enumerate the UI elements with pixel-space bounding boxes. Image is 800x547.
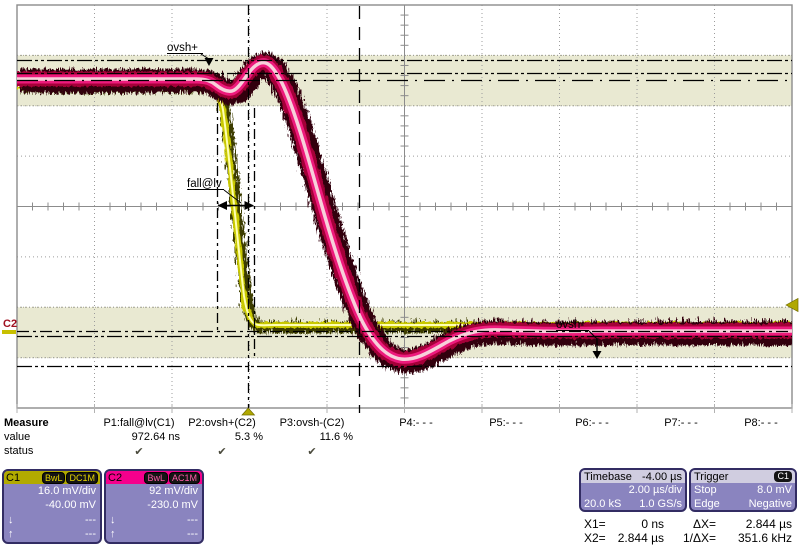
c1-scale: 16.0 mV/div xyxy=(37,485,96,497)
ovsh-minus-label: ovsh- xyxy=(556,319,584,331)
min-arrow-icon: ↓ xyxy=(8,514,14,526)
measure-param-status: ✔ xyxy=(134,446,144,458)
measure-param-value xyxy=(372,431,460,445)
measure-param-label: P5:- - - xyxy=(489,417,523,429)
measure-param-status: ✔ xyxy=(217,446,227,458)
measure-param-3[interactable]: P3:ovsh-(C2) 11.6 % ✔ xyxy=(269,417,355,463)
c2-coupling-badge: AC1M xyxy=(168,471,200,484)
bottom-division-ticks xyxy=(16,404,793,413)
dx-value: 2.844 µs xyxy=(745,517,792,531)
c1-panel[interactable]: C1 BwL DC1M 16.0 mV/div -40.00 mV ↓ --- ↑… xyxy=(2,469,102,544)
measure-param-status: ✔ xyxy=(307,446,317,458)
c2-min-value: --- xyxy=(187,514,198,526)
max-arrow-icon: ↑ xyxy=(8,528,14,540)
x2-value: 2.844 µs xyxy=(617,531,664,545)
measure-param-1[interactable]: P1:fall@lv(C1) 972.64 ns ✔ xyxy=(96,417,182,463)
measure-param-label: P2:ovsh+(C2) xyxy=(188,417,256,429)
measure-value-label: value xyxy=(4,431,31,443)
c1-min-value: --- xyxy=(85,514,96,526)
ovsh-plus-label: ovsh+ xyxy=(167,42,198,54)
measure-param-status xyxy=(372,445,460,459)
dx-label: ΔX= xyxy=(692,517,716,531)
measure-param-value xyxy=(548,431,636,445)
c2-panel-label: C2 xyxy=(108,471,123,484)
measurement-level-lines xyxy=(17,59,792,368)
trigger-time-marker[interactable] xyxy=(241,407,256,416)
measure-title: Measure xyxy=(4,417,49,429)
measure-param-value: 972.64 ns xyxy=(131,431,180,443)
ovsh-minus-arrowhead xyxy=(592,351,602,359)
trigger-source-badge: C1 xyxy=(774,471,792,482)
measure-param-6[interactable]: P6:- - - xyxy=(548,417,636,463)
x1-value: 0 ns xyxy=(641,517,664,531)
c2-offset: -230.0 mV xyxy=(147,499,198,511)
ovsh-plus-arrowhead xyxy=(204,58,214,66)
ovsh-minus-leader xyxy=(588,330,598,340)
trigger-mode: Stop xyxy=(694,484,717,496)
measure-param-label: P7:- - - xyxy=(664,417,698,429)
measure-param-7[interactable]: P7:- - - xyxy=(637,417,725,463)
measure-param-label: P1:fall@lv(C1) xyxy=(103,417,175,429)
max-arrow-icon: ↑ xyxy=(110,528,116,540)
fall-lv-leader xyxy=(223,189,242,204)
timebase-sample-rate: 1.0 GS/s xyxy=(639,498,682,510)
c1-coupling-badge: DC1M xyxy=(66,471,98,484)
cursor-readout: X1= 0 ns ΔX= 2.844 µs X2= 2.844 µs 1/ΔX=… xyxy=(584,517,796,545)
trigger-level-marker[interactable] xyxy=(785,297,799,313)
measure-param-status xyxy=(548,445,636,459)
fall-lv-label: fall@lv xyxy=(187,178,222,190)
c2-bandwidth-badge: BwL xyxy=(144,471,168,484)
c1-panel-label: C1 xyxy=(6,471,21,484)
trigger-panel[interactable]: Trigger C1 Stop 8.0 mV Edge Negative xyxy=(689,468,797,512)
timebase-delay: -4.00 µs xyxy=(642,470,682,483)
c2-scale: 92 mV/div xyxy=(149,485,198,497)
measure-status-label: status xyxy=(4,445,34,457)
measure-param-2[interactable]: P2:ovsh+(C2) 5.3 % ✔ xyxy=(179,417,265,463)
timebase-scale: 2.00 µs/div xyxy=(628,484,682,496)
c2-offset-label: C2 xyxy=(3,318,17,330)
measure-param-8[interactable]: P8:- - - xyxy=(726,417,796,463)
c2-panel[interactable]: C2 BwL AC1M 92 mV/div -230.0 mV ↓ --- ↑ --… xyxy=(104,469,204,544)
trigger-slope: Negative xyxy=(748,498,792,510)
c1-bandwidth-badge: BwL xyxy=(41,471,66,484)
measure-param-value xyxy=(726,431,796,445)
c2-trace xyxy=(17,50,792,372)
x2-label: X2= xyxy=(584,531,606,545)
x1-label: X1= xyxy=(584,517,606,531)
measure-param-status xyxy=(726,445,796,459)
inv-dx-value: 351.6 kHz xyxy=(737,531,792,545)
measure-param-value: 5.3 % xyxy=(234,431,263,443)
trigger-level: 8.0 mV xyxy=(757,484,792,496)
measure-param-label: P4:- - - xyxy=(399,417,433,429)
trigger-title: Trigger xyxy=(694,470,729,483)
measure-param-value xyxy=(462,431,550,445)
c1-offset: -40.00 mV xyxy=(45,499,96,511)
measure-param-label: P6:- - - xyxy=(575,417,609,429)
measure-param-value xyxy=(637,431,725,445)
measure-param-label: P3:ovsh-(C2) xyxy=(279,417,345,429)
c1-max-value: --- xyxy=(85,528,96,540)
measure-param-5[interactable]: P5:- - - xyxy=(462,417,550,463)
waveform-display: ovsh+ fall@lv ovsh- C2 xyxy=(2,4,799,416)
measure-param-4[interactable]: P4:- - - xyxy=(372,417,460,463)
measure-param-value: 11.6 % xyxy=(319,431,353,443)
timebase-title: Timebase xyxy=(584,470,632,483)
fall-measure-arrow xyxy=(217,201,254,210)
c1-offset-marker[interactable] xyxy=(2,330,16,334)
c2-max-value: --- xyxy=(187,528,198,540)
trigger-slope-label: Edge xyxy=(694,498,720,510)
timebase-samples: 20.0 kS xyxy=(584,498,622,510)
min-arrow-icon: ↓ xyxy=(110,514,116,526)
timebase-panel[interactable]: Timebase -4.00 µs 2.00 µs/div 20.0 kS 1.… xyxy=(579,468,687,512)
inv-dx-label: 1/ΔX= xyxy=(682,531,716,545)
measure-param-status xyxy=(462,445,550,459)
measure-param-label: P8:- - - xyxy=(744,417,778,429)
measure-param-status xyxy=(637,445,725,459)
